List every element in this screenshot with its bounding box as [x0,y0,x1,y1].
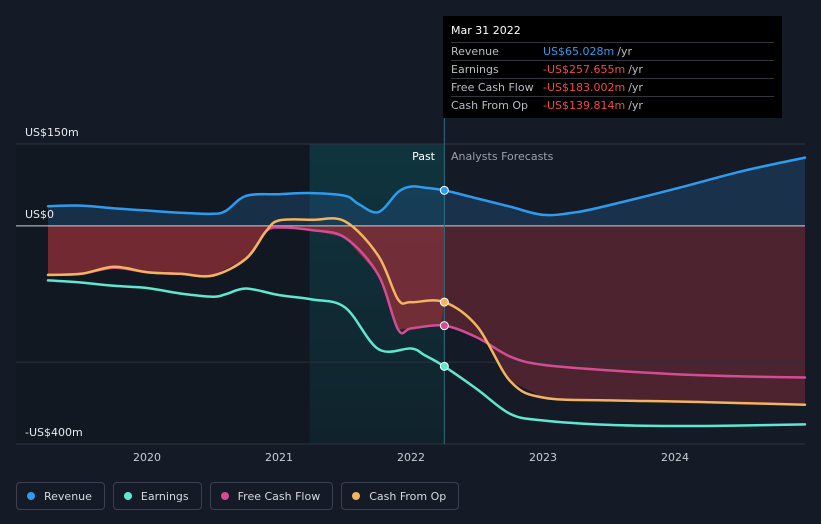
revenue-area [48,157,805,226]
chart-legend: Revenue Earnings Free Cash Flow Cash Fro… [16,482,460,510]
earnings-line [46,279,807,428]
legend-dot-icon [27,492,35,500]
legend-dot-icon [220,492,229,500]
legend-item-cash-from-op[interactable]: Cash From Op [341,482,460,510]
y-axis-zero-label: US$0 [25,208,54,221]
legend-dot-icon [352,492,361,500]
expense-area-past [48,225,445,330]
tooltip-row-earnings: Earnings -US$257.655m /yr [451,60,774,78]
legend-label: Cash From Op [369,489,447,503]
legend-item-free-cash-flow[interactable]: Free Cash Flow [209,482,334,510]
revenue-marker[interactable] [439,185,449,195]
y-axis-top-label: US$150m [25,126,79,139]
tooltip-unit: /yr [628,99,643,112]
revenue-line [46,156,807,217]
tooltip-row-free-cash-flow: Free Cash Flow -US$183.002m /yr [451,78,774,96]
tooltip-value: -US$257.655m [543,63,626,76]
x-tick-2024: 2024 [661,451,689,464]
data-tooltip: Mar 31 2022 Revenue US$65.028m /yr Earni… [443,16,782,118]
tooltip-unit: /yr [628,81,643,94]
x-tick-2023: 2023 [529,451,557,464]
tooltip-value: -US$183.002m [543,81,626,94]
x-tick-2020: 2020 [133,451,161,464]
free-cash-flow-marker[interactable] [439,321,449,331]
past-label: Past [412,150,436,163]
legend-item-revenue[interactable]: Revenue [16,482,105,510]
forecast-label: Analysts Forecasts [451,150,554,163]
x-tick-2021: 2021 [265,451,293,464]
expense-area [48,225,805,405]
tooltip-row-cash-from-op: Cash From Op -US$139.814m /yr [451,96,774,114]
tooltip-row-revenue: Revenue US$65.028m /yr [451,42,774,60]
tooltip-unit: /yr [617,45,632,58]
tooltip-label: Cash From Op [451,99,529,112]
legend-item-earnings[interactable]: Earnings [112,482,202,510]
legend-label: Revenue [44,489,92,503]
tooltip-date: Mar 31 2022 [451,24,521,37]
x-tick-2022: 2022 [397,451,425,464]
legend-dot-icon [123,492,132,500]
earnings-marker[interactable] [439,361,449,371]
tooltip-label: Earnings [451,63,499,76]
tooltip-unit: /yr [628,63,643,76]
legend-label: Free Cash Flow [237,489,321,503]
cash-from-op-marker[interactable] [439,297,449,307]
tooltip-value: US$65.028m [543,45,615,58]
financial-chart: US$150m US$0 -US$400m Past Analysts Fore… [16,118,807,464]
tooltip-label: Revenue [451,45,499,58]
tooltip-value: -US$139.814m [543,99,626,112]
legend-label: Earnings [140,489,189,503]
y-axis-bottom-label: -US$400m [25,426,83,439]
tooltip-label: Free Cash Flow [451,81,534,94]
cash-from-op-line [46,217,807,406]
